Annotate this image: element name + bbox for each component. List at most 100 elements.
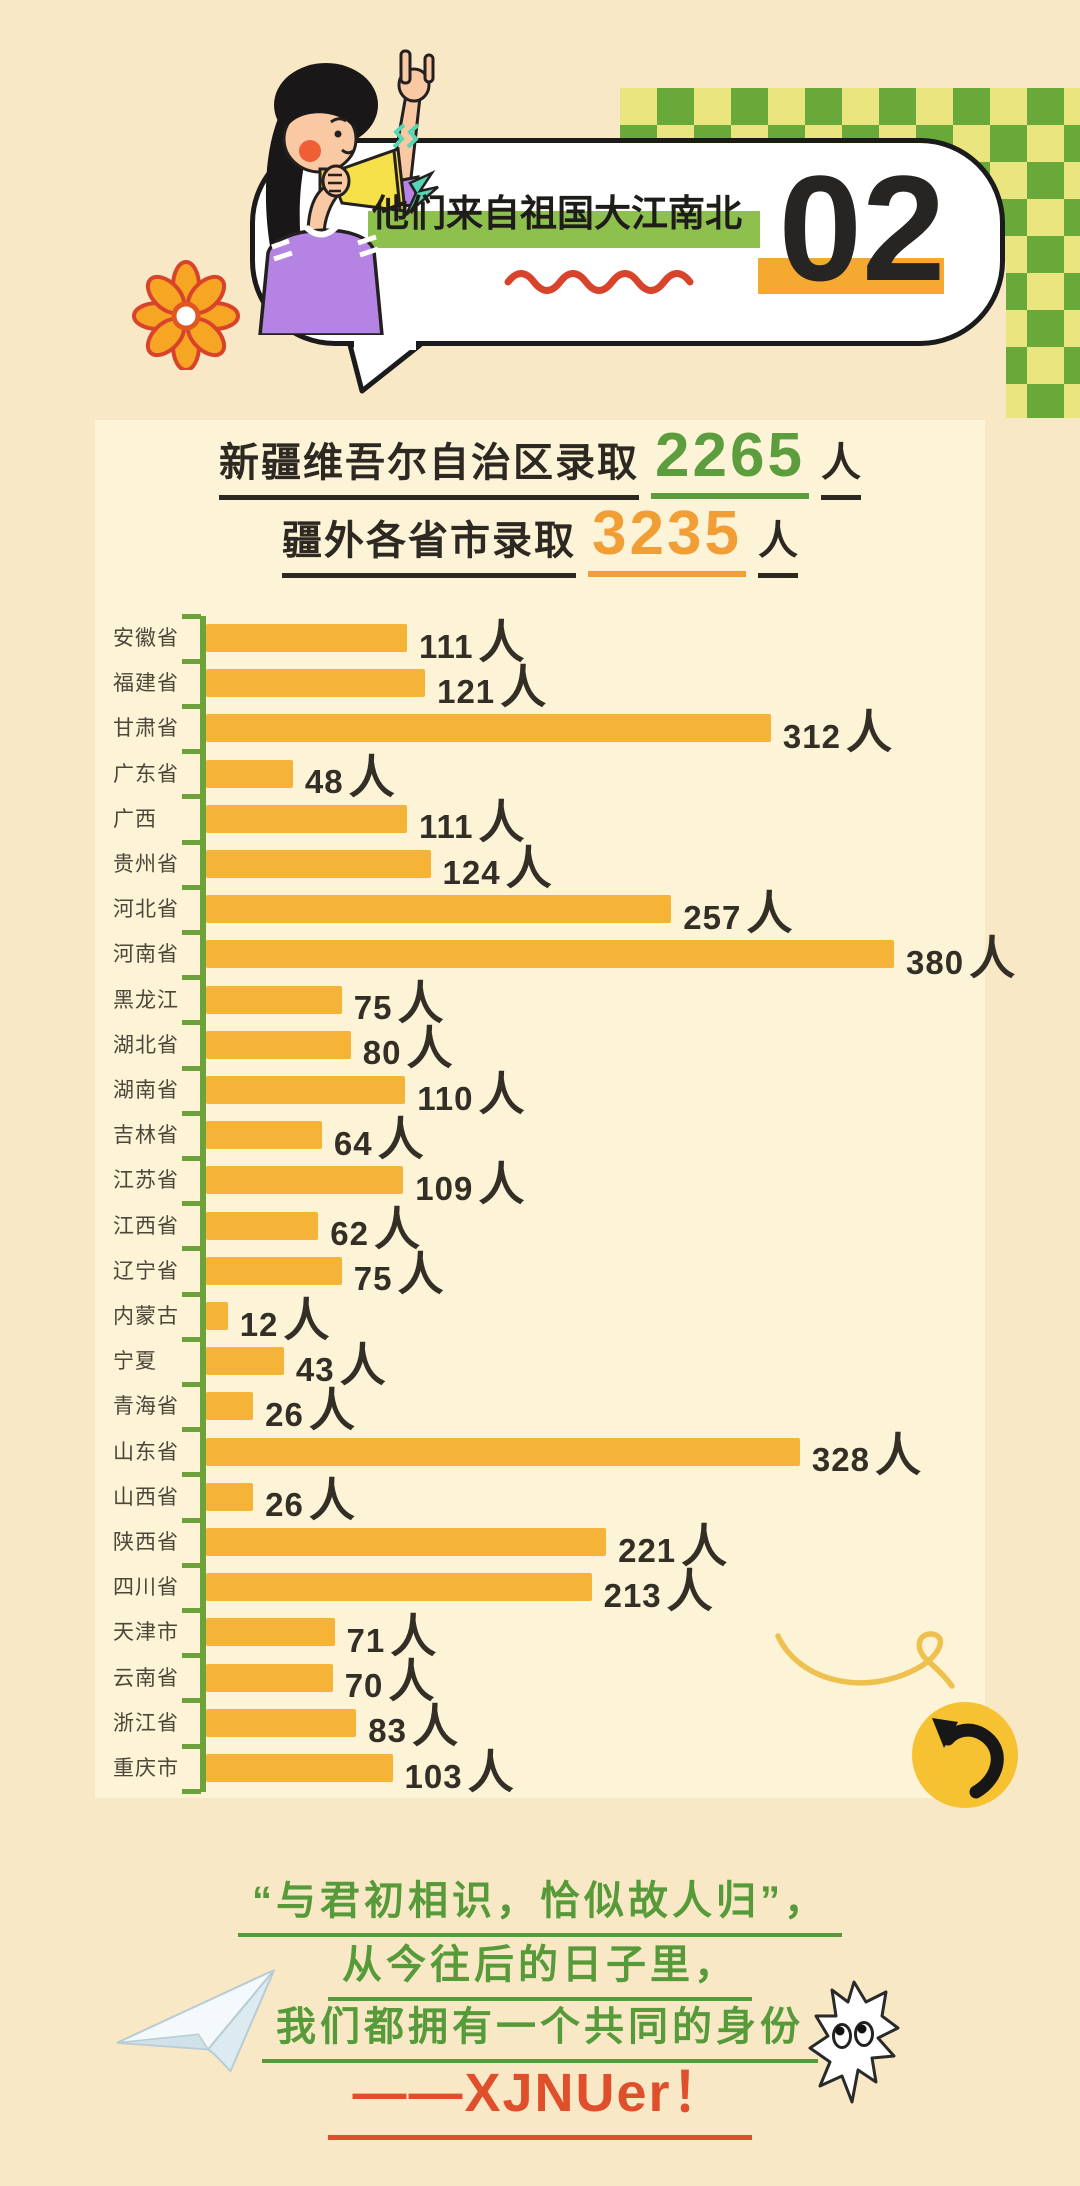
category-label: 贵州省	[113, 853, 179, 876]
axis-tick	[182, 975, 201, 981]
axis-tick	[182, 1517, 201, 1523]
bar	[206, 1166, 404, 1195]
bar	[206, 1302, 228, 1330]
chart-row: 陕西省 221 人	[0, 1520, 1080, 1572]
category-label: 陕西省	[113, 1531, 179, 1554]
value-label: 328 人	[811, 1429, 921, 1482]
bar	[206, 1347, 284, 1376]
bar	[206, 1392, 254, 1421]
value-label: 103 人	[404, 1745, 514, 1798]
value-label: 71 人	[346, 1609, 437, 1662]
quote-line-3: 我们都拥有一个共同的身份	[0, 1994, 1080, 2063]
chart-row: 湖北省 80 人	[0, 1022, 1080, 1074]
axis-tick	[182, 1743, 201, 1749]
arrow-circle-badge	[912, 1702, 1018, 1808]
bar-chart: 安徽省 111 人福建省 121 人甘肃省 312 人广东省 48 人广西 111 人贵州省 124 人…	[0, 613, 1080, 1798]
chart-row: 浙江省 83 人	[0, 1700, 1080, 1752]
value-label: 26 人	[265, 1383, 355, 1436]
bar	[206, 669, 426, 698]
value-label: 121 人	[437, 660, 547, 713]
axis-tick	[182, 1110, 201, 1116]
bar	[206, 985, 342, 1014]
chart-axis	[200, 616, 206, 1792]
chart-row: 江西省 62 人	[0, 1203, 1080, 1255]
summary-prefix: 疆外各省市录取	[282, 508, 577, 578]
chart-row: 河北省 257 人	[0, 887, 1080, 939]
axis-tick	[182, 1427, 201, 1433]
red-squiggle-icon	[504, 270, 694, 294]
bar	[206, 1256, 342, 1285]
summary-unit: 人	[820, 430, 861, 500]
category-label: 吉林省	[113, 1124, 179, 1148]
category-label: 天津市	[113, 1621, 179, 1645]
axis-tick	[182, 1246, 201, 1252]
bar	[206, 1121, 322, 1150]
category-label: 青海省	[113, 1395, 179, 1419]
bar	[206, 1211, 319, 1240]
axis-tick	[182, 1653, 201, 1659]
value-label: 26 人	[265, 1474, 355, 1527]
axis-tick	[182, 1155, 201, 1161]
lightning-bolt	[404, 170, 439, 216]
summary-unit: 人	[757, 508, 798, 578]
axis-tick	[182, 1381, 201, 1387]
cheek	[299, 140, 321, 162]
chart-row: 湖南省 110 人	[0, 1068, 1080, 1120]
axis-tick	[182, 1291, 201, 1297]
value-label: 312 人	[782, 705, 892, 758]
category-label: 甘肃省	[113, 717, 179, 741]
category-label: 安徽省	[113, 627, 179, 650]
summary-line-other-provinces: 疆外各省市录取 3235 人	[0, 498, 1080, 578]
chart-row: 广东省 48 人	[0, 751, 1080, 803]
chart-row: 四川省 213 人	[0, 1565, 1080, 1617]
category-label: 辽宁省	[113, 1259, 179, 1283]
chart-row: 山东省 328 人	[0, 1429, 1080, 1481]
axis-tick	[182, 1020, 201, 1026]
value-label: 64 人	[333, 1112, 424, 1165]
category-label: 广西	[113, 807, 157, 831]
axis-tick	[182, 749, 201, 755]
value-label: 75 人	[353, 977, 444, 1030]
bar	[206, 1437, 800, 1466]
summary-value: 2265	[651, 420, 809, 499]
value-label: 221 人	[618, 1519, 728, 1572]
value-label: 48 人	[304, 751, 395, 804]
bar	[206, 1076, 406, 1104]
checkerboard-pattern-right	[1006, 88, 1080, 418]
bar	[206, 895, 672, 924]
value-label: 257 人	[683, 886, 793, 939]
category-label: 江苏省	[113, 1169, 179, 1193]
value-label: 83 人	[368, 1700, 459, 1753]
value-label: 62 人	[330, 1203, 421, 1256]
axis-tick	[182, 1562, 201, 1568]
category-label: 山西省	[113, 1485, 179, 1509]
category-label: 湖北省	[113, 1033, 179, 1057]
value-label: 110 人	[417, 1067, 525, 1120]
girl-megaphone-illustration	[258, 49, 439, 335]
number-underline-block	[758, 258, 944, 294]
flower-icon	[132, 260, 240, 370]
value-label: 70 人	[344, 1655, 435, 1708]
bar	[206, 624, 407, 652]
bar	[206, 759, 293, 788]
axis-tick	[182, 1201, 201, 1207]
chart-row: 河南省 380 人	[0, 932, 1080, 984]
category-label: 河南省	[113, 943, 179, 967]
axis-tick	[182, 839, 201, 845]
bar	[206, 1482, 254, 1511]
axis-tick	[182, 1698, 201, 1704]
category-label: 黑龙江	[113, 988, 179, 1012]
bar	[206, 1030, 351, 1059]
googly-eyes-doodle	[808, 1980, 900, 2104]
bar	[206, 850, 431, 878]
value-label: 111 人	[419, 796, 525, 849]
axis-tick	[182, 1336, 201, 1342]
category-label: 云南省	[113, 1666, 179, 1690]
summary-value: 3235	[588, 498, 746, 577]
category-label: 山东省	[113, 1440, 179, 1464]
bar	[206, 1708, 357, 1737]
bar	[206, 1754, 393, 1782]
bar	[206, 1573, 592, 1602]
chart-row: 江苏省 109 人	[0, 1158, 1080, 1210]
value-label: 80 人	[362, 1022, 453, 1075]
